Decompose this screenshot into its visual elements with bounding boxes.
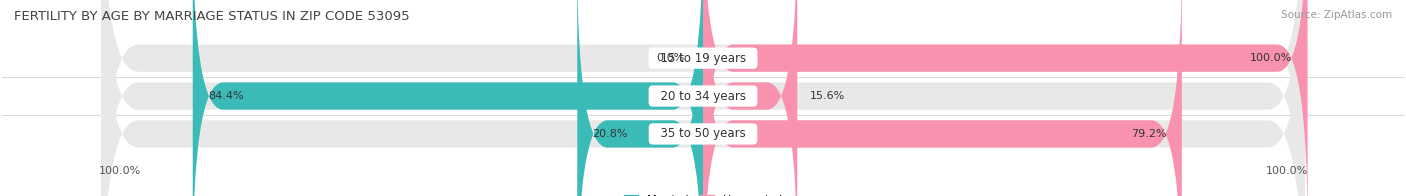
FancyBboxPatch shape: [101, 0, 1305, 196]
Legend: Married, Unmarried: Married, Unmarried: [620, 190, 786, 196]
FancyBboxPatch shape: [578, 0, 703, 196]
Text: 15.6%: 15.6%: [810, 91, 845, 101]
Text: FERTILITY BY AGE BY MARRIAGE STATUS IN ZIP CODE 53095: FERTILITY BY AGE BY MARRIAGE STATUS IN Z…: [14, 10, 409, 23]
Text: Source: ZipAtlas.com: Source: ZipAtlas.com: [1281, 10, 1392, 20]
Text: 100.0%: 100.0%: [98, 166, 141, 176]
FancyBboxPatch shape: [703, 0, 1308, 196]
FancyBboxPatch shape: [101, 0, 1305, 196]
Text: 100.0%: 100.0%: [1250, 53, 1292, 63]
Text: 15 to 19 years: 15 to 19 years: [652, 52, 754, 65]
Text: 35 to 50 years: 35 to 50 years: [652, 127, 754, 140]
FancyBboxPatch shape: [703, 0, 797, 196]
FancyBboxPatch shape: [101, 0, 1305, 196]
Text: 84.4%: 84.4%: [208, 91, 243, 101]
FancyBboxPatch shape: [193, 0, 703, 196]
Text: 100.0%: 100.0%: [1265, 166, 1308, 176]
Text: 20 to 34 years: 20 to 34 years: [652, 90, 754, 103]
Text: 20.8%: 20.8%: [592, 129, 628, 139]
Text: 0.0%: 0.0%: [657, 53, 685, 63]
FancyBboxPatch shape: [703, 0, 1182, 196]
Text: 79.2%: 79.2%: [1130, 129, 1167, 139]
